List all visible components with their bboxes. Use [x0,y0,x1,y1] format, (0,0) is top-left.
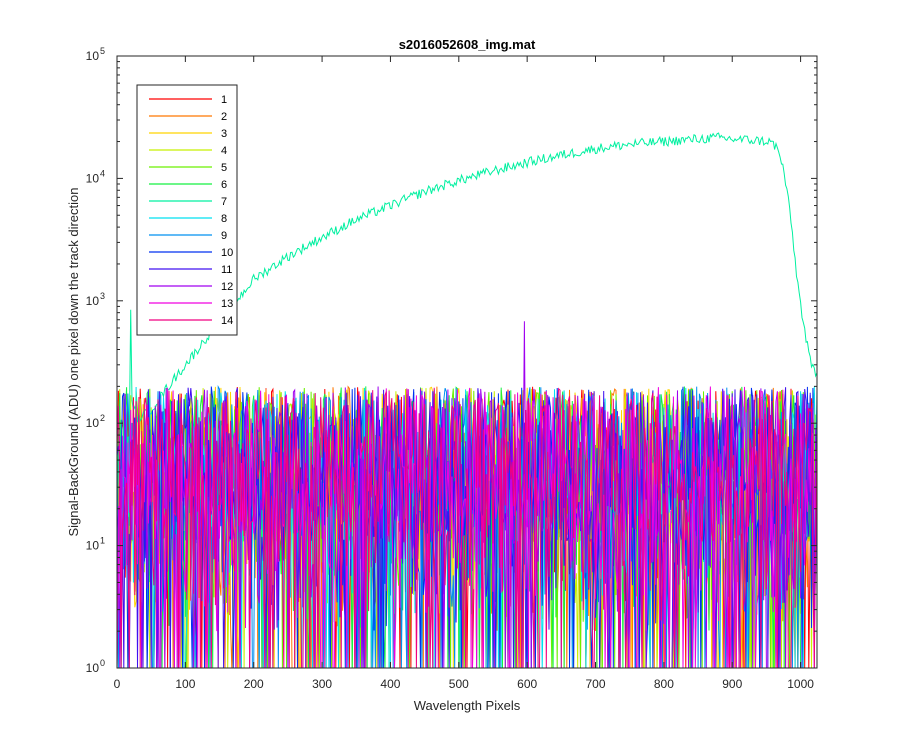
x-tick-label: 500 [449,677,469,691]
y-tick-label: 10 [86,416,100,430]
y-tick-label: 10 [86,294,100,308]
series-14 [116,387,818,669]
series-line-9 [116,384,818,669]
legend-label-8: 8 [221,213,227,225]
legend-label-11: 11 [221,264,232,276]
x-tick-label: 100 [175,677,195,691]
legend-label-7: 7 [221,196,227,208]
legend-label-3: 3 [221,128,227,140]
x-tick-label: 700 [586,677,606,691]
series-layer [116,132,818,669]
x-tick-label: 1000 [787,677,814,691]
plot-area-frame [116,55,818,669]
legend-label-2: 2 [221,111,227,123]
y-tick-label: 10 [86,171,100,185]
y-tick-label: 10 [86,539,100,553]
x-axis-label: Wavelength Pixels [414,698,521,713]
y-tick-exponent: 5 [100,46,105,56]
y-tick-exponent: 2 [100,413,105,423]
y-tick-label: 10 [86,661,100,675]
legend-label-5: 5 [221,162,227,174]
y-tick-label: 10 [86,49,100,63]
y-tick-exponent: 3 [100,291,105,301]
y-tick-exponent: 1 [100,536,105,546]
legend-label-12: 12 [221,281,233,293]
series-10 [116,386,818,669]
legend-label-4: 4 [221,145,227,157]
series-line-14 [116,387,818,669]
x-tick-label: 900 [722,677,742,691]
series-line-10 [116,386,818,669]
x-tick-label: 0 [114,677,121,691]
legend-label-6: 6 [221,179,227,191]
legend-label-13: 13 [221,298,233,310]
legend-box [136,84,238,336]
legend-label-1: 1 [221,94,227,106]
y-tick-exponent: 0 [100,658,105,668]
y-axis-label: Signal-BackGround (ADU) one pixel down t… [66,187,81,536]
x-tick-label: 600 [517,677,537,691]
legend-label-10: 10 [221,247,233,259]
chart-title: s2016052608_img.mat [399,37,536,52]
x-tick-label: 200 [244,677,264,691]
series-9 [116,384,818,669]
y-tick-exponent: 4 [100,168,105,178]
x-tick-label: 300 [312,677,332,691]
legend-label-14: 14 [221,315,233,327]
x-tick-label: 800 [654,677,674,691]
legend-label-9: 9 [221,230,227,242]
x-tick-label: 400 [380,677,400,691]
